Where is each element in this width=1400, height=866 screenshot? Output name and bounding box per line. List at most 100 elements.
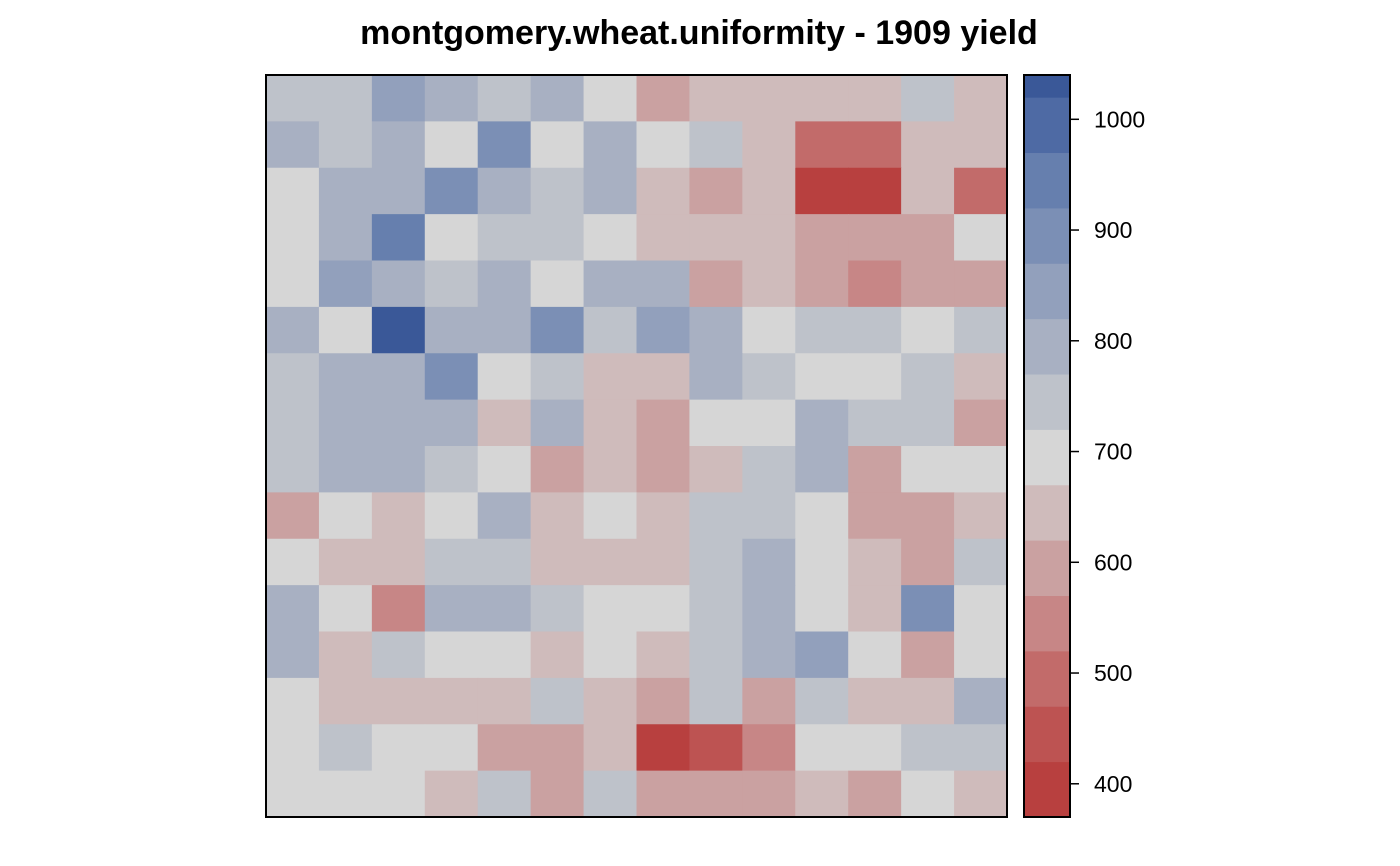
heatmap-cell <box>848 260 902 308</box>
heatmap-cell <box>795 770 849 818</box>
heatmap-cell <box>689 492 743 540</box>
heatmap-cell <box>424 75 479 122</box>
heatmap-cell <box>636 492 691 540</box>
heatmap-cell <box>424 446 479 493</box>
heatmap-cell <box>795 121 849 169</box>
heatmap-cell <box>318 121 373 169</box>
heatmap-cell <box>424 399 479 447</box>
heatmap-cell <box>954 75 1008 122</box>
heatmap-cell <box>530 631 585 679</box>
heatmap-cell <box>371 260 426 308</box>
colorbar-bin <box>1024 761 1070 818</box>
heatmap-cell <box>848 75 902 122</box>
heatmap-cell <box>954 399 1008 447</box>
heatmap-cell <box>477 677 532 725</box>
heatmap-cell <box>636 167 691 215</box>
heatmap-cell <box>742 75 796 122</box>
heatmap-cell <box>689 399 743 447</box>
heatmap-cell <box>901 260 955 308</box>
heatmap-cell <box>266 446 320 493</box>
heatmap-cell <box>530 446 585 493</box>
heatmap-cell <box>795 399 849 447</box>
heatmap-cell <box>795 538 849 586</box>
heatmap-cell <box>266 167 320 215</box>
heatmap-cell <box>477 585 532 633</box>
heatmap-cell <box>424 770 479 818</box>
heatmap-cell <box>742 260 796 308</box>
colorbar-bin <box>1024 374 1070 430</box>
heatmap-cell <box>371 770 426 818</box>
colorbar-bin <box>1024 706 1070 763</box>
heatmap-cell <box>583 677 638 725</box>
heatmap-cell <box>848 121 902 169</box>
heatmap-cell <box>742 167 796 215</box>
heatmap-cell <box>477 399 532 447</box>
heatmap-cell <box>636 75 691 122</box>
heatmap-cell <box>795 677 849 725</box>
heatmap-cell <box>954 677 1008 725</box>
heatmap-cell <box>795 75 849 122</box>
heatmap-cell <box>742 585 796 633</box>
heatmap-cell <box>689 631 743 679</box>
heatmap-cell <box>901 770 955 818</box>
colorbar-tick-label: 800 <box>1094 328 1132 354</box>
heatmap-cell <box>583 75 638 122</box>
heatmap-cells <box>266 75 1008 818</box>
heatmap-cell <box>901 631 955 679</box>
chart-title: montgomery.wheat.uniformity - 1909 yield <box>360 14 1038 52</box>
heatmap-cell <box>848 399 902 447</box>
heatmap-cell <box>424 306 479 354</box>
heatmap-cell <box>266 214 320 262</box>
heatmap-cell <box>636 446 691 493</box>
heatmap-cell <box>954 446 1008 493</box>
heatmap-cell <box>583 353 638 401</box>
heatmap-cell <box>530 214 585 262</box>
heatmap-cell <box>266 353 320 401</box>
heatmap-cell <box>477 724 532 772</box>
heatmap-cell <box>371 677 426 725</box>
heatmap-cell <box>954 353 1008 401</box>
heatmap-cell <box>901 446 955 493</box>
heatmap-cell <box>371 306 426 354</box>
heatmap-cell <box>848 353 902 401</box>
heatmap-cell <box>848 492 902 540</box>
heatmap-cell <box>689 353 743 401</box>
heatmap-cell <box>636 306 691 354</box>
heatmap-cell <box>848 770 902 818</box>
heatmap-cell <box>318 631 373 679</box>
heatmap-cell <box>636 353 691 401</box>
colorbar-bin <box>1024 263 1070 320</box>
colorbar-bin <box>1024 484 1070 541</box>
heatmap-cell <box>530 585 585 633</box>
colorbar-bin <box>1024 540 1070 596</box>
heatmap-cell <box>530 353 585 401</box>
heatmap-cell <box>477 446 532 493</box>
heatmap-cell <box>795 631 849 679</box>
heatmap-cell <box>795 260 849 308</box>
heatmap-cell <box>636 214 691 262</box>
colorbar-tick-label: 700 <box>1094 439 1132 465</box>
heatmap-cell <box>583 399 638 447</box>
heatmap-cell <box>477 167 532 215</box>
heatmap-cell <box>954 260 1008 308</box>
heatmap-cell <box>318 585 373 633</box>
heatmap-cell <box>689 214 743 262</box>
heatmap-cell <box>424 585 479 633</box>
heatmap-cell <box>530 677 585 725</box>
heatmap-cell <box>424 631 479 679</box>
heatmap-cell <box>583 121 638 169</box>
heatmap-cell <box>954 121 1008 169</box>
heatmap-cell <box>901 353 955 401</box>
heatmap-cell <box>954 167 1008 215</box>
colorbar-bin <box>1024 318 1070 375</box>
heatmap-cell <box>371 121 426 169</box>
heatmap-cell <box>266 306 320 354</box>
heatmap-cell <box>583 446 638 493</box>
colorbar-ticks: 400 500 600 700 800 900 1000 <box>1070 106 1145 797</box>
heatmap-cell <box>795 167 849 215</box>
colorbar-bin <box>1024 595 1070 652</box>
heatmap-cell <box>636 121 691 169</box>
heatmap-cell <box>848 167 902 215</box>
heatmap-cell <box>689 121 743 169</box>
